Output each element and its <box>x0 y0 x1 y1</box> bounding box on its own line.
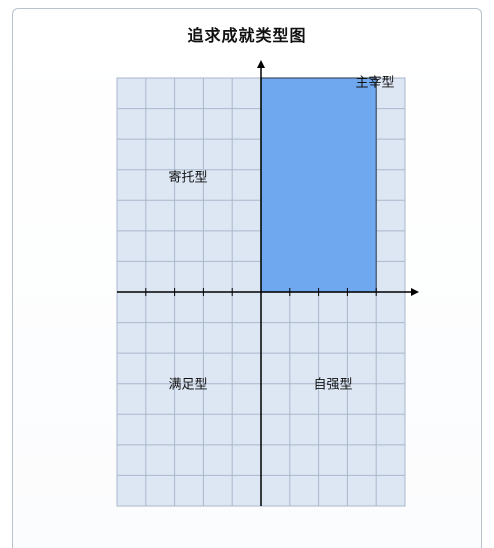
quadrant-label-self-strong: 自强型 <box>313 377 353 393</box>
chart-title: 追求成就类型图 <box>187 26 307 45</box>
quadrant-label-dominant: 主宰型 <box>355 75 395 91</box>
quadrant-label-reliant: 寄托型 <box>168 170 208 186</box>
bar <box>260 77 377 293</box>
x-axis-arrow <box>411 288 419 296</box>
y-axis-arrow <box>257 60 265 68</box>
quadrant-label-content: 满足型 <box>168 377 208 393</box>
